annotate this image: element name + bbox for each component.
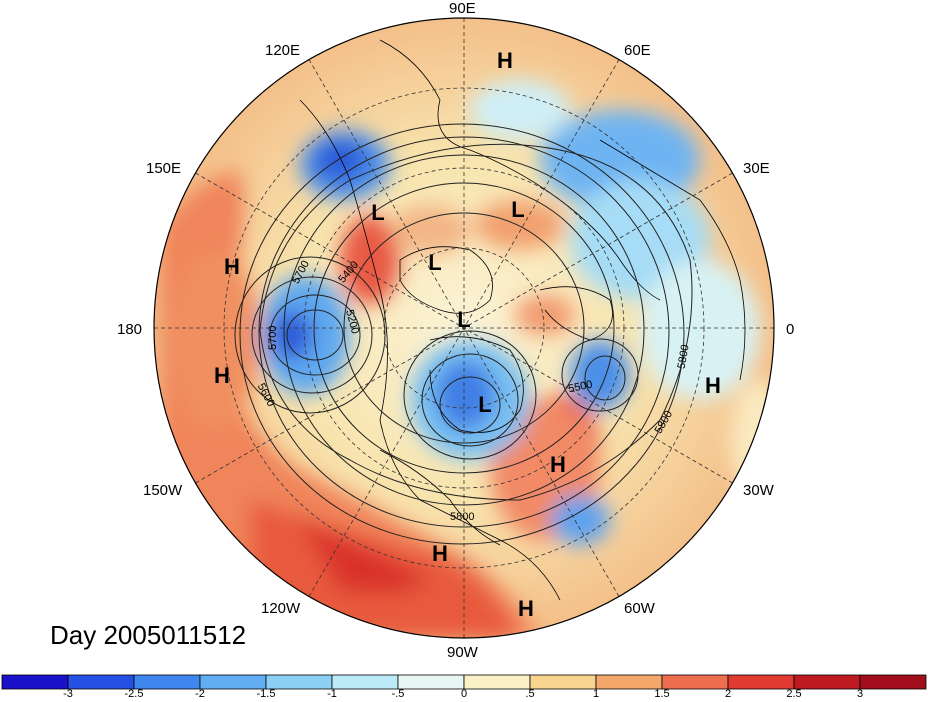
pressure-centers: H H H H H H H L L L L L bbox=[214, 48, 721, 621]
longitude-label-60e: 60E bbox=[624, 42, 651, 59]
contour-label: 5500 bbox=[567, 379, 593, 396]
low-pressure-marker: L bbox=[371, 200, 384, 225]
colorbar-tick-label: -2 bbox=[195, 688, 205, 700]
colorbar-box bbox=[595, 674, 663, 690]
colorbar-tick-label: 2.5 bbox=[786, 688, 802, 700]
colorbar-tick-label: 3 bbox=[856, 688, 864, 700]
longitude-label-150w: 150W bbox=[143, 482, 183, 499]
longitude-label-120e: 120E bbox=[265, 42, 301, 59]
contour-label: 5800 bbox=[676, 344, 692, 370]
colorbar-box bbox=[199, 674, 267, 690]
low-pressure-marker: L bbox=[428, 250, 441, 275]
colorbar-box bbox=[133, 674, 201, 690]
colorbar-tick-label: -1.5 bbox=[256, 688, 276, 700]
high-pressure-marker: H bbox=[705, 373, 721, 398]
colorbar-box bbox=[331, 674, 399, 690]
high-pressure-marker: H bbox=[214, 363, 230, 388]
colorbar-box bbox=[661, 674, 729, 690]
longitude-label-0: 0 bbox=[786, 321, 795, 338]
low-pressure-marker: L bbox=[478, 392, 491, 417]
colorbar-box bbox=[727, 674, 795, 690]
contour-label: 5700 bbox=[267, 326, 279, 350]
colorbar-tick-label: 1 bbox=[592, 688, 600, 700]
longitude-label-30e: 30E bbox=[743, 160, 770, 177]
colorbar-box bbox=[67, 674, 135, 690]
colorbar-tick-label: -3 bbox=[63, 688, 73, 700]
colorbar-tick-label: .5 bbox=[525, 688, 535, 700]
high-pressure-marker: H bbox=[497, 48, 513, 73]
longitude-label-150e: 150E bbox=[146, 160, 182, 177]
colorbar-tick-label: -.5 bbox=[391, 688, 405, 700]
colorbar-tick-label: 2 bbox=[724, 688, 732, 700]
colorbar-box bbox=[529, 674, 597, 690]
anomaly-shading bbox=[154, 18, 774, 638]
colorbar-box bbox=[793, 674, 861, 690]
longitude-label-120w: 120W bbox=[261, 600, 301, 617]
longitude-label-30w: 30W bbox=[743, 482, 774, 499]
contour-label: 5800 bbox=[450, 511, 474, 523]
high-pressure-marker: H bbox=[432, 541, 448, 566]
longitude-label-180: 180 bbox=[117, 321, 143, 338]
high-pressure-marker: H bbox=[224, 254, 240, 279]
longitude-label-90w: 90W bbox=[447, 644, 478, 661]
high-pressure-marker: H bbox=[550, 452, 566, 477]
colorbar-tick-label: -1 bbox=[327, 688, 337, 700]
colorbar-box bbox=[265, 674, 333, 690]
map-boundary bbox=[153, 17, 775, 639]
map-title: Day 2005011512 bbox=[50, 620, 247, 650]
graticule bbox=[154, 18, 774, 638]
longitude-label-90e: 90E bbox=[449, 0, 476, 17]
colorbar-tick-label: 1.5 bbox=[654, 688, 670, 700]
longitude-label-60w: 60W bbox=[624, 600, 655, 617]
colorbar-tick-label: -2.5 bbox=[124, 688, 144, 700]
colorbar-box bbox=[397, 674, 465, 690]
low-pressure-marker: L bbox=[457, 307, 470, 332]
colorbar-box bbox=[859, 674, 927, 690]
low-pressure-marker: L bbox=[511, 197, 524, 222]
colorbar-tick-label: 0 bbox=[460, 688, 468, 700]
colorbar-box bbox=[463, 674, 531, 690]
colorbar bbox=[1, 674, 927, 690]
colorbar-box bbox=[1, 674, 69, 690]
high-pressure-marker: H bbox=[518, 596, 534, 621]
